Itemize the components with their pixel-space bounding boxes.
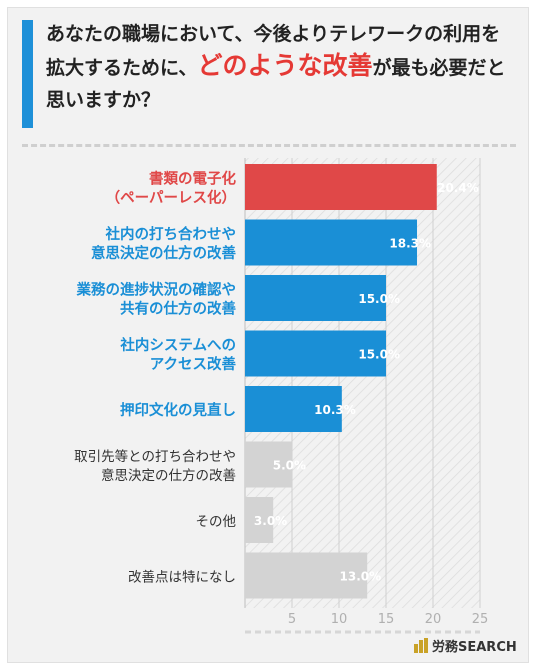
category-label-line: （ペーパーレス化） bbox=[106, 189, 236, 207]
category-label-line: アクセス改善 bbox=[150, 355, 237, 373]
title-accent-bar bbox=[22, 20, 33, 128]
category-label-6: その他 bbox=[196, 514, 237, 530]
bar-5 bbox=[245, 441, 292, 488]
brand-name: 労務SEARCH bbox=[432, 640, 517, 655]
value-label-0: 20.4% bbox=[437, 181, 479, 195]
category-label-line: 社内システムへの bbox=[119, 336, 236, 354]
category-label-line: 押印文化の見直し bbox=[120, 401, 236, 419]
category-label-5: 取引先等との打ち合わせや意思決定の仕方の改善 bbox=[74, 448, 236, 484]
category-label-3: 社内システムへのアクセス改善 bbox=[119, 336, 236, 373]
category-label-line: 社内の打ち合わせや bbox=[105, 225, 237, 243]
bar-1 bbox=[245, 219, 418, 266]
brand-icon bbox=[414, 638, 429, 653]
category-label-2: 業務の進捗状況の確認や共有の仕方の改善 bbox=[76, 281, 237, 318]
category-label-line: 改善点は特になし bbox=[128, 570, 236, 586]
category-label-line: その他 bbox=[196, 514, 237, 530]
bar-3 bbox=[245, 330, 386, 377]
category-label-line: 意思決定の仕方の改善 bbox=[101, 467, 236, 484]
x-tick-label-10: 10 bbox=[331, 612, 348, 627]
value-label-7: 13.0% bbox=[340, 570, 382, 584]
category-label-4: 押印文化の見直し bbox=[120, 401, 236, 419]
x-tick-label-25: 25 bbox=[472, 612, 489, 627]
x-tick-label-5: 5 bbox=[288, 612, 296, 627]
bar-4 bbox=[245, 386, 342, 432]
bar-0 bbox=[245, 164, 437, 210]
category-label-1: 社内の打ち合わせや意思決定の仕方の改善 bbox=[91, 225, 236, 262]
value-label-3: 15.0% bbox=[358, 348, 400, 362]
category-label-0: 書類の電子化（ペーパーレス化） bbox=[106, 170, 237, 207]
category-label-line: 共有の仕方の改善 bbox=[120, 300, 236, 318]
category-label-7: 改善点は特になし bbox=[128, 570, 236, 586]
title-divider bbox=[22, 144, 516, 147]
title-part1: あなたの職場において、今後よりテレワークの利用を拡大するために、 bbox=[46, 23, 501, 79]
value-label-2: 15.0% bbox=[358, 292, 400, 306]
value-label-6: 3.0% bbox=[254, 514, 287, 528]
x-tick-label-15: 15 bbox=[378, 612, 395, 627]
title-highlight: どのような改善 bbox=[197, 51, 373, 80]
bar-6 bbox=[245, 497, 274, 543]
category-label-line: 業務の進捗状況の確認や bbox=[76, 281, 237, 299]
value-label-1: 18.3% bbox=[389, 237, 431, 251]
bar-7 bbox=[245, 552, 368, 599]
category-label-line: 取引先等との打ち合わせや bbox=[74, 448, 236, 465]
value-label-5: 5.0% bbox=[273, 459, 306, 473]
value-label-4: 10.3% bbox=[314, 403, 356, 417]
brand-logo: 労務SEARCH bbox=[414, 636, 517, 655]
category-label-line: 意思決定の仕方の改善 bbox=[91, 244, 236, 262]
category-label-line: 書類の電子化 bbox=[149, 170, 236, 188]
bar-2 bbox=[245, 275, 386, 321]
chart-title: あなたの職場において、今後よりテレワークの利用を拡大するために、どのような改善が… bbox=[46, 18, 516, 116]
x-tick-label-20: 20 bbox=[425, 612, 442, 627]
title-part2: が最も必要だと思いますか？ bbox=[46, 57, 506, 111]
